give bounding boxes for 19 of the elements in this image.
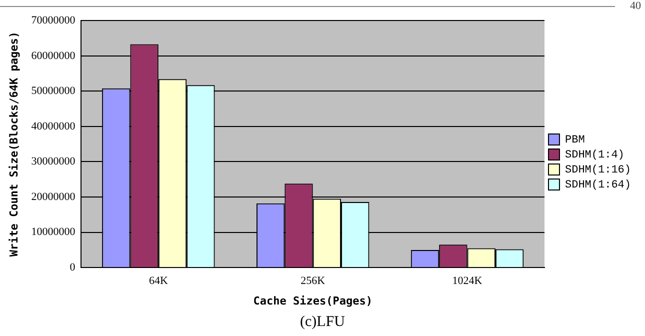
y-tick-label: 20000000 xyxy=(31,190,76,203)
legend-label: SDHM(1:4) xyxy=(564,149,624,162)
x-tick-label: 64K xyxy=(148,275,168,288)
text: (c)LFU xyxy=(299,314,346,331)
y-tick-label: 30000000 xyxy=(31,156,76,168)
y-axis-title: Write Count Size(Blocks/64K pages) xyxy=(7,32,20,257)
legend-label: SDHM(1:64) xyxy=(564,179,632,192)
legend-label: SDHM(1:16) xyxy=(564,164,632,176)
text: 40 xyxy=(630,0,641,12)
y-tick-label: 60000000 xyxy=(31,50,76,62)
x-axis-title: Cache Sizes(Pages) xyxy=(253,294,372,308)
y-tick-label: 0 xyxy=(70,261,76,274)
y-tick-label: 10000000 xyxy=(31,226,76,238)
y-tick-label: 70000000 xyxy=(31,14,76,26)
legend-label: PBM xyxy=(564,134,585,146)
x-tick-label: 256K xyxy=(300,275,326,288)
x-tick-label: 1024K xyxy=(452,275,482,288)
y-tick-label: 40000000 xyxy=(31,120,76,132)
y-tick-label: 50000000 xyxy=(31,85,76,98)
